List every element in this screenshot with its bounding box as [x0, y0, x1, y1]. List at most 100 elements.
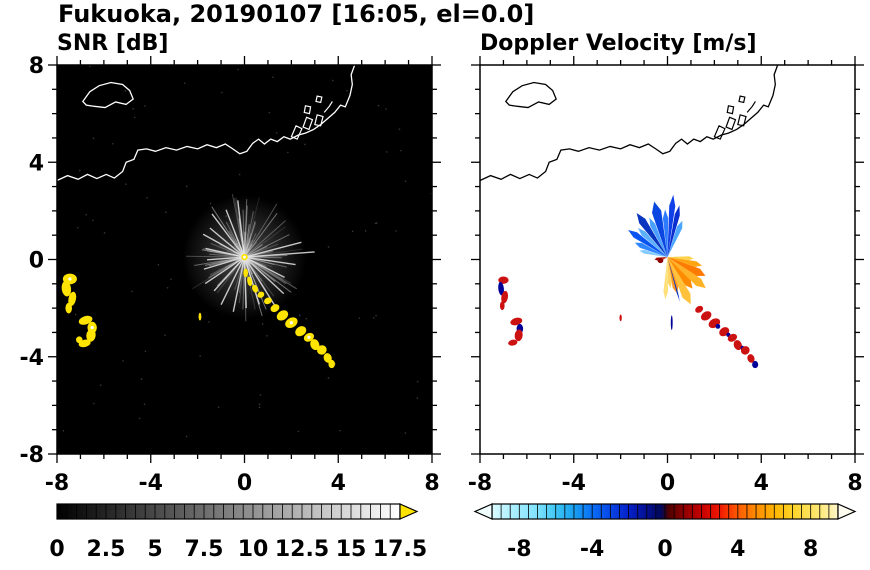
noise-dot [125, 183, 127, 185]
velocity-wedge [652, 201, 668, 258]
noise-dot [358, 317, 361, 319]
x-tick-label: 8 [424, 471, 439, 496]
x-tick-label: -8 [468, 471, 492, 496]
breakwater-line [323, 101, 333, 113]
harbor-structure [314, 114, 324, 127]
clutter-streak [244, 203, 278, 258]
noise-dot [185, 185, 188, 188]
velocity-wedge [662, 209, 669, 258]
noise-dot [351, 230, 354, 233]
clutter-streak [210, 242, 245, 258]
colorbar-tick-label: 10 [238, 537, 269, 562]
velocity-wedge [667, 257, 691, 305]
figure-title: Fukuoka, 20190107 [16:05, el=0.0] [58, 0, 535, 28]
noise-dot [339, 429, 341, 432]
clutter-streak [244, 241, 302, 258]
clutter-streak [232, 256, 246, 312]
clutter-streak [244, 222, 257, 258]
clutter-streak [244, 233, 252, 258]
x-tick-label: 4 [331, 471, 346, 496]
clutter-streak [186, 255, 245, 258]
velocity-wedge [667, 257, 672, 289]
x-tick-label: 8 [847, 471, 862, 496]
snr-echo-blob [276, 310, 289, 321]
velocity-wedge [636, 213, 668, 258]
noise-dot [404, 432, 407, 434]
colorbar-tick-label: -8 [507, 537, 531, 562]
clutter-streak [243, 256, 261, 305]
noise-dot [92, 137, 95, 140]
clutter-streak [244, 220, 286, 258]
x-tick-label: -4 [562, 471, 586, 496]
snr-echo-blob [328, 359, 335, 369]
velocity-wedge [667, 220, 683, 258]
y-tick-label: 4 [29, 151, 44, 176]
velocity-echo-blob [498, 281, 504, 296]
clutter-streak [211, 213, 246, 258]
noise-dot [157, 263, 160, 266]
clutter-streak [202, 233, 245, 258]
clutter-streak [244, 234, 290, 258]
colorbar-over-arrow [399, 503, 419, 520]
noise-dot [91, 219, 94, 222]
clutter-streak [225, 221, 245, 258]
clutter-streak [209, 253, 245, 258]
snr-echo-blob [68, 291, 77, 307]
velocity-wedge [663, 257, 669, 300]
y-tick-label: 8 [29, 54, 44, 79]
colorbar-tick-label: 8 [803, 537, 818, 562]
velocity-wedge [667, 257, 680, 302]
noise-dot [327, 377, 330, 379]
noise-dot [258, 406, 261, 409]
velocity-echo-blob [657, 258, 664, 264]
noise-dot [122, 360, 124, 362]
colorbar-tick-label: 7.5 [185, 537, 224, 562]
clutter-streak [243, 257, 247, 309]
velocity-panel-title: Doppler Velocity [m/s] [480, 31, 757, 56]
clutter-streak [244, 232, 257, 258]
noise-dot [165, 211, 167, 213]
harbor-structure [290, 124, 303, 140]
noise-dot [140, 378, 143, 380]
velocity-echo-blob [752, 360, 759, 369]
y-tick-label: -8 [20, 443, 44, 468]
snr-echo-blob [310, 339, 320, 351]
y-tick-label: -4 [20, 346, 44, 371]
snr-echo-blob [86, 329, 96, 342]
clutter-streak [209, 227, 245, 258]
clutter-streak [244, 239, 256, 258]
noise-dot [258, 403, 261, 405]
clutter-streak [204, 256, 245, 285]
velocity-echo-blob [740, 346, 750, 355]
harbor-structure [315, 95, 323, 104]
clutter-streak [244, 251, 315, 258]
noise-dot [327, 246, 330, 248]
harbor-structure [738, 95, 746, 104]
snr-echo-blob [264, 297, 272, 305]
x-tick-label: -4 [139, 471, 163, 496]
colorbar-tick-label: 4 [730, 537, 745, 562]
noise-dot [297, 430, 300, 433]
noise-dot [375, 222, 378, 224]
harbor-structure [713, 124, 726, 140]
island-outline [81, 81, 134, 109]
noise-dot [225, 215, 228, 217]
clutter-streak [244, 256, 285, 295]
island-outline [504, 81, 557, 109]
noise-dot [213, 261, 216, 263]
noise-dot [305, 317, 308, 320]
snr-panel-title: SNR [dB] [57, 31, 169, 56]
echo-speckle [90, 325, 94, 330]
noise-dot [209, 202, 212, 205]
clutter-streak [237, 200, 246, 258]
velocity-echo-blob [510, 317, 523, 326]
noise-dot [237, 68, 239, 71]
velocity-wedge [639, 249, 668, 258]
noise-dot [404, 180, 407, 183]
snr-echo-blob [75, 336, 83, 344]
noise-dot [85, 213, 87, 216]
echo-speckle [307, 335, 311, 339]
noise-dot [103, 232, 106, 234]
noise-dot [131, 290, 133, 293]
